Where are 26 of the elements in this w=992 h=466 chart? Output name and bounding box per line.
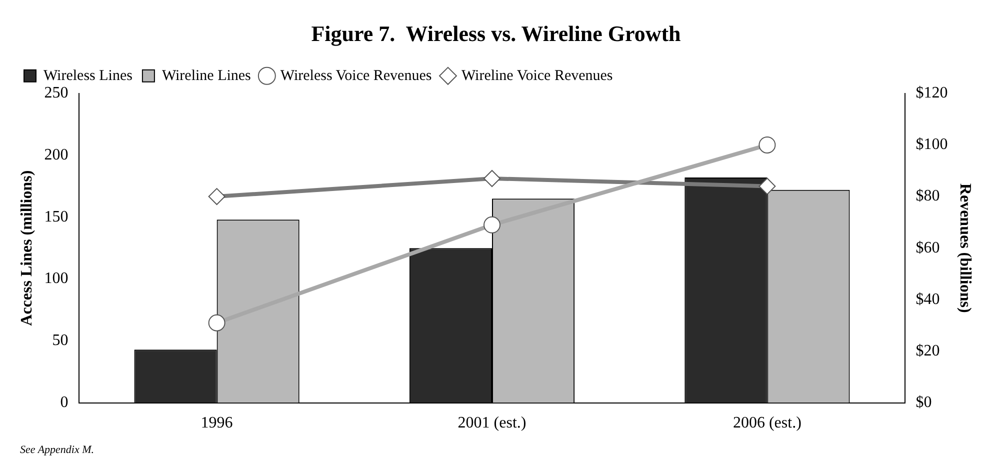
chart-title: Figure 7. Wireless vs. Wireline Growth xyxy=(311,20,681,46)
legend-label: Wireline Lines xyxy=(162,68,252,84)
y2-axis-title: Revenues (billions) xyxy=(956,183,974,313)
y2-tick-label: $0 xyxy=(916,394,932,412)
x-tick-label: 2006 (est.) xyxy=(732,414,802,432)
y-axis-title: Access Lines (millions) xyxy=(18,170,36,326)
y2-tick-label: $80 xyxy=(916,188,940,205)
y-tick-label: 100 xyxy=(44,270,68,288)
y-tick-label: 0 xyxy=(60,394,68,412)
legend-label: Wireless Lines xyxy=(44,68,133,84)
legend-label: Wireline Voice Revenues xyxy=(461,68,613,84)
y2-tick-label: $60 xyxy=(916,239,940,256)
text: See Appendix M. xyxy=(20,444,94,456)
y-tick-label: 250 xyxy=(44,84,68,102)
point xyxy=(758,178,776,195)
point xyxy=(484,170,500,187)
y2-tick-label: $100 xyxy=(916,136,948,154)
y-tick-label: 200 xyxy=(44,146,68,164)
y2-tick-label: $120 xyxy=(916,84,948,102)
y2-tick-label: $40 xyxy=(916,290,940,308)
x-tick-label: 2001 (est.) xyxy=(458,414,526,432)
y-tick-label: 150 xyxy=(44,208,68,226)
y2-tick-label: $20 xyxy=(916,342,940,360)
x-tick-label: 1996 xyxy=(200,414,233,432)
legend-label: Wireless Voice Revenues xyxy=(280,68,432,84)
y-tick-label: 50 xyxy=(52,332,68,350)
